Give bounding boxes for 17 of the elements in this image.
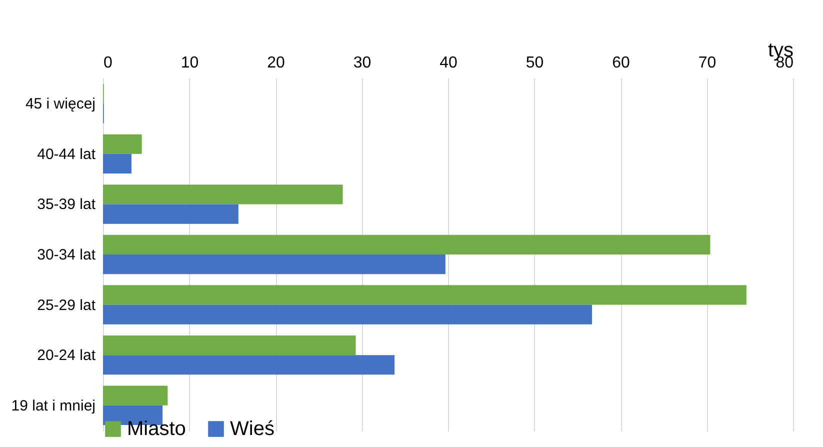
x-tick-label: 70 — [698, 54, 716, 72]
x-tick-label: 60 — [612, 54, 630, 72]
y-tick-label: 35-39 lat — [37, 196, 96, 214]
x-tick-label: 50 — [526, 54, 544, 72]
y-tick-label: 25-29 lat — [37, 296, 96, 314]
y-tick-label: 20-24 lat — [37, 347, 96, 364]
x-tick-label: 30 — [353, 54, 372, 72]
x-tick-label: 10 — [180, 54, 199, 72]
x-tick-label: 40 — [440, 54, 458, 72]
legend-label: Wieś — [230, 418, 274, 440]
x-tick-label: 0 — [104, 54, 112, 72]
y-tick-label: 45 i więcej — [25, 96, 96, 113]
legend-label: Miasto — [127, 418, 186, 440]
x-tick-label: 20 — [267, 54, 285, 72]
y-tick-label: 30-34 lat — [37, 246, 96, 264]
y-tick-label: 19 lat i mniej — [11, 397, 96, 414]
y-tick-label: 40-44 lat — [37, 146, 96, 163]
